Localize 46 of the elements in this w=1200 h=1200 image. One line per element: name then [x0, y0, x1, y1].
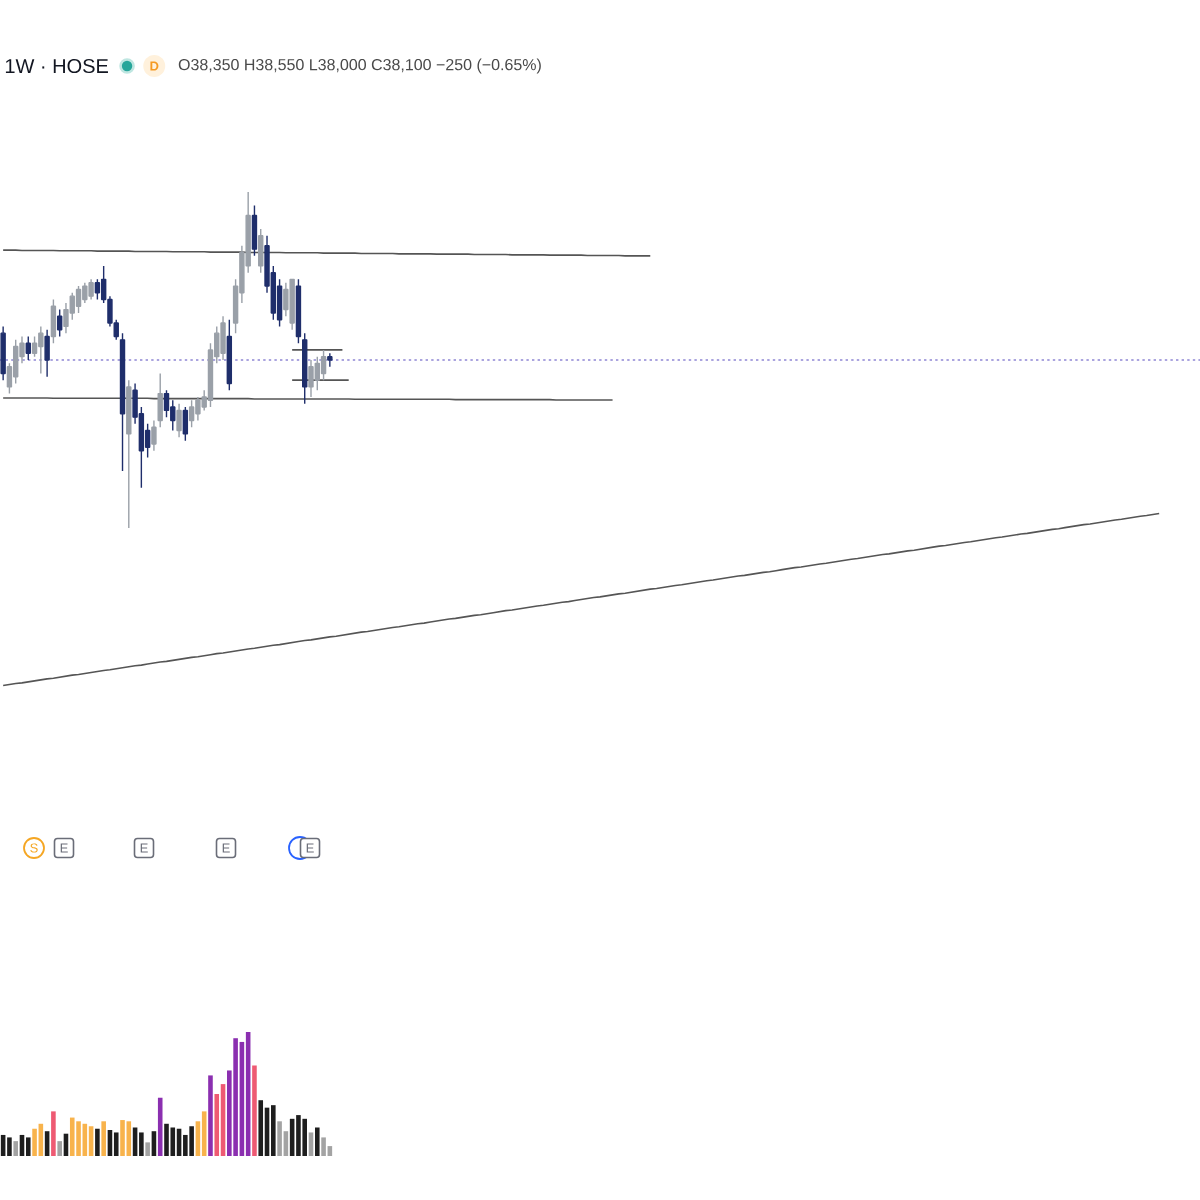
candlestick — [88, 278, 94, 301]
bar — [13, 1141, 19, 1157]
bar — [252, 1065, 257, 1157]
candlestick — [188, 399, 195, 428]
candlestick — [220, 315, 226, 361]
bar — [76, 1121, 81, 1157]
bar — [321, 1137, 326, 1157]
bar — [183, 1134, 188, 1157]
bar — [164, 1123, 169, 1157]
bar — [271, 1105, 276, 1157]
bar — [7, 1137, 12, 1157]
candlestick — [258, 228, 264, 274]
bar — [51, 1111, 56, 1157]
bar — [57, 1141, 62, 1157]
bar — [101, 1121, 106, 1157]
candlestick — [289, 278, 295, 331]
candlestick — [176, 402, 182, 438]
text: O38,350 H38,550 L38,000 C38,100 −250 (−0.65%) — [178, 58, 541, 74]
bar — [120, 1120, 125, 1157]
bar — [25, 1137, 31, 1157]
candlestick — [195, 396, 201, 422]
candlestick — [308, 359, 314, 398]
bar — [95, 1128, 100, 1157]
candlestick — [182, 406, 189, 442]
bar — [189, 1126, 194, 1157]
bar — [258, 1100, 264, 1157]
chart-title: 1W · HOSE — [5, 58, 108, 74]
bar — [69, 1117, 75, 1157]
bar — [32, 1128, 37, 1157]
bar — [296, 1115, 301, 1157]
bar — [145, 1142, 150, 1157]
bar — [302, 1118, 308, 1157]
candlestick — [327, 352, 333, 368]
candlestick — [0, 325, 6, 381]
bar — [314, 1127, 320, 1157]
bar — [139, 1132, 144, 1157]
bar — [233, 1038, 238, 1157]
candlestick — [251, 204, 258, 257]
candlestick — [38, 325, 44, 375]
candlestick — [126, 379, 132, 529]
candlestick — [44, 329, 50, 378]
bar — [157, 1097, 163, 1157]
bar — [277, 1121, 282, 1157]
bar — [170, 1127, 176, 1157]
bar — [113, 1132, 119, 1157]
bar — [208, 1075, 213, 1157]
